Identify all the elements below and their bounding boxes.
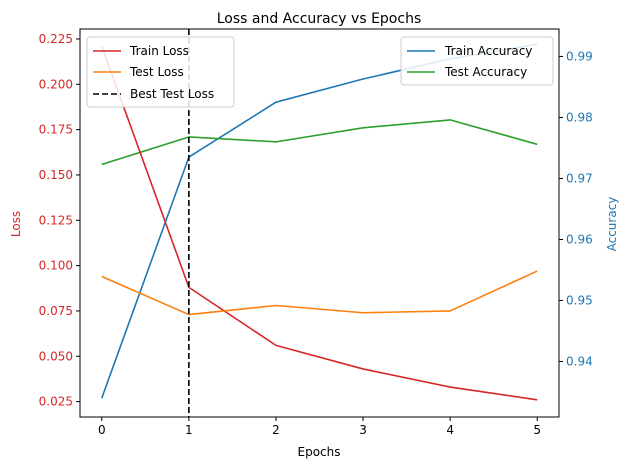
x-axis: 0 1 2 3 4 5 — [98, 417, 541, 437]
x-tick-label: 5 — [533, 423, 541, 437]
left-y-axis-label: Loss — [9, 211, 23, 237]
right-y-tick-label: 0.95 — [566, 293, 593, 307]
legend-left-box — [86, 36, 235, 108]
legend-label-test-accuracy: Test Accuracy — [444, 65, 527, 79]
series-line-train-loss — [101, 45, 538, 401]
left-y-tick-label: 0.025 — [39, 395, 73, 409]
plot-frame — [79, 28, 560, 418]
x-tick-label: 4 — [446, 423, 454, 437]
right-y-axis: 0.94 0.95 0.96 0.97 0.98 0.99 — [559, 49, 593, 368]
right-y-tick-label: 0.97 — [566, 171, 593, 185]
right-y-tick-label: 0.99 — [566, 49, 593, 63]
left-y-tick-label: 0.150 — [39, 168, 73, 182]
left-y-tick-label: 0.175 — [39, 123, 73, 137]
legend-left: Train Loss Test Loss Best Test Loss — [86, 36, 235, 108]
x-tick-label: 0 — [98, 423, 106, 437]
series-line-test-loss — [101, 270, 538, 316]
x-tick-label: 3 — [359, 423, 367, 437]
legend-label-test-loss: Test Loss — [129, 65, 184, 79]
legend-right: Train Accuracy Test Accuracy — [400, 36, 554, 86]
right-y-tick-label: 0.96 — [566, 232, 593, 246]
left-y-tick-label: 0.100 — [39, 259, 73, 273]
legend-label-train-loss: Train Loss — [129, 44, 189, 58]
left-y-tick-label: 0.050 — [39, 349, 73, 363]
x-tick-label: 2 — [272, 423, 280, 437]
legend-right-box — [400, 36, 554, 86]
left-y-tick-label: 0.225 — [39, 32, 73, 46]
right-y-tick-label: 0.94 — [566, 354, 593, 368]
left-y-tick-label: 0.125 — [39, 213, 73, 227]
series-line-test-accuracy — [101, 119, 538, 166]
left-y-tick-label: 0.075 — [39, 304, 73, 318]
left-y-tick-label: 0.200 — [39, 77, 73, 91]
x-axis-label: Epochs — [298, 445, 341, 459]
x-tick-label: 1 — [185, 423, 193, 437]
chart-title: Loss and Accuracy vs Epochs — [217, 11, 422, 27]
legend-label-train-accuracy: Train Accuracy — [444, 44, 532, 58]
legend-label-best-test-loss: Best Test Loss — [130, 87, 214, 101]
right-y-axis-label: Accuracy — [605, 197, 619, 252]
right-y-tick-label: 0.98 — [566, 110, 593, 124]
left-y-axis: 0.025 0.050 0.075 0.100 0.125 0.150 0.175 0.200… — [39, 32, 80, 409]
